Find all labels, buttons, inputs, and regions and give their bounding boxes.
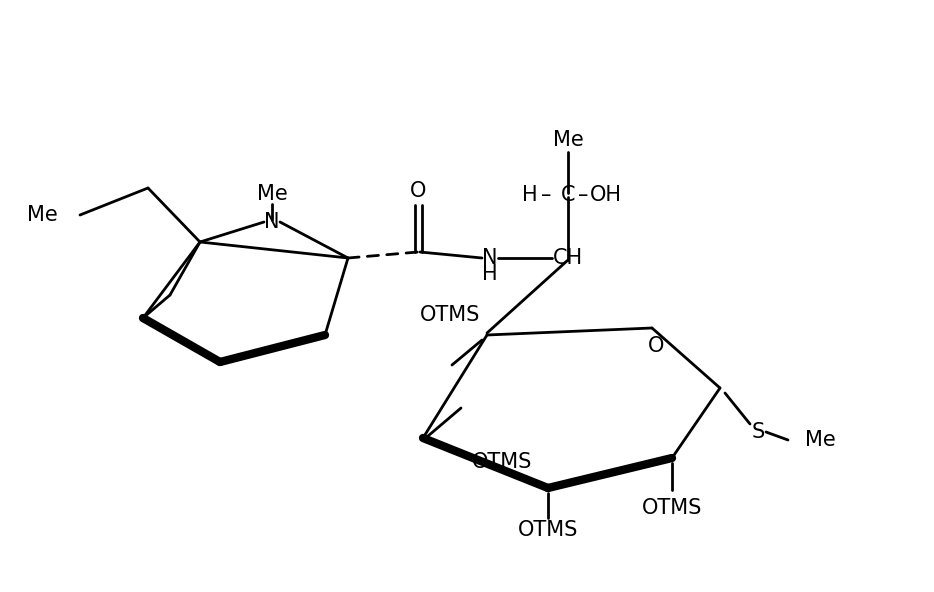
Text: N: N: [264, 212, 280, 232]
Text: Me: Me: [257, 184, 288, 204]
Text: N: N: [482, 248, 498, 268]
Text: Me: Me: [804, 430, 835, 450]
Text: –: –: [541, 185, 551, 205]
Text: C: C: [560, 185, 575, 205]
Text: OTMS: OTMS: [472, 452, 532, 472]
Text: S: S: [751, 422, 765, 442]
Text: Me: Me: [553, 130, 584, 150]
Text: OH: OH: [590, 185, 622, 205]
Text: H: H: [522, 185, 538, 205]
Text: –: –: [578, 185, 588, 205]
Text: CH: CH: [553, 248, 583, 268]
Text: H: H: [482, 264, 498, 284]
Text: OTMS: OTMS: [642, 498, 702, 518]
Text: Me: Me: [27, 205, 58, 225]
Text: O: O: [410, 181, 426, 201]
Text: OTMS: OTMS: [517, 520, 578, 540]
Text: OTMS: OTMS: [419, 305, 480, 325]
Text: O: O: [648, 336, 664, 356]
